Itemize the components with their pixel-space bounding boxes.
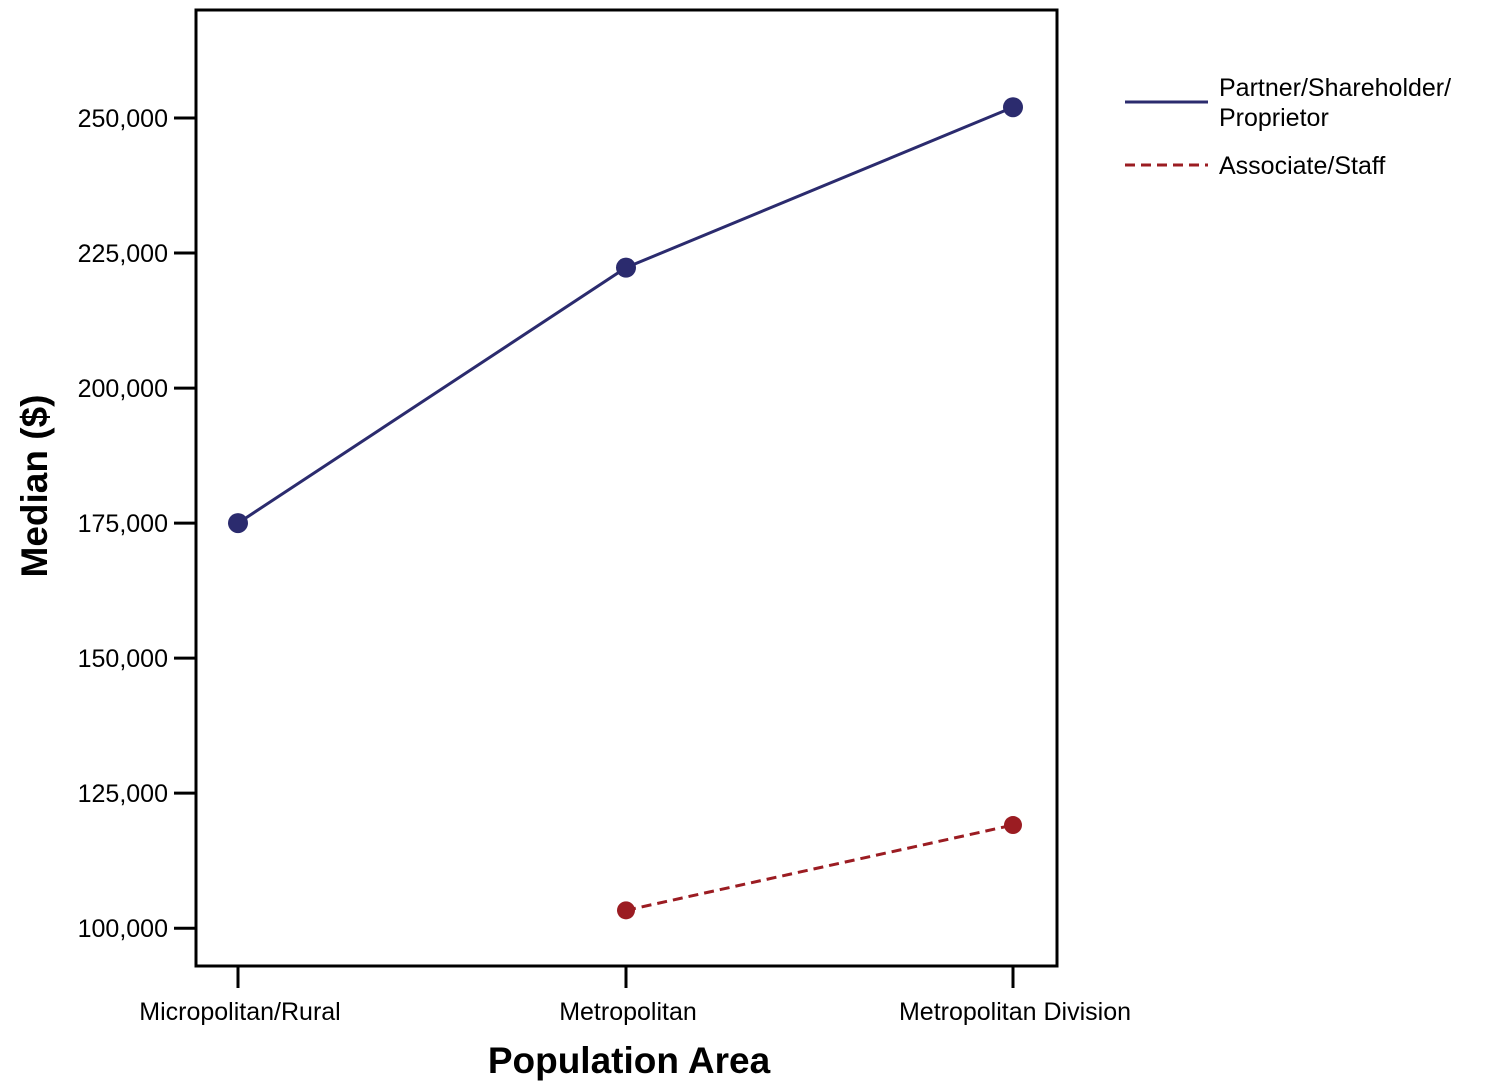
series-layer [228, 97, 1023, 920]
data-point [616, 257, 636, 278]
y-tick-label: 200,000 [78, 375, 168, 403]
y-tick-label: 125,000 [78, 780, 168, 808]
y-tick-label: 100,000 [78, 915, 168, 943]
legend-label: Proprietor [1219, 104, 1329, 132]
y-axis-title: Median ($) [14, 395, 55, 578]
data-point [228, 513, 248, 534]
legend: Partner/Shareholder/Proprietor Associate/… [1125, 74, 1451, 180]
series-1 [228, 97, 1023, 534]
series-line [237, 105, 1014, 525]
y-tick-label: 225,000 [78, 240, 168, 268]
data-point [1003, 97, 1023, 118]
axis-titles: Population Area Median ($) [14, 395, 771, 1081]
legend-label: Partner/Shareholder/ [1219, 74, 1451, 102]
axes-layer: 100,000 125,000 150,000 175,000 200,000 225,0… [78, 8, 1131, 1026]
legend-entry: Associate/Staff [1125, 152, 1385, 180]
x-tick-label: Metropolitan Division [899, 998, 1131, 1026]
y-tick-label: 175,000 [78, 510, 168, 538]
legend-label: Associate/Staff [1219, 152, 1385, 180]
series-2 [617, 816, 1022, 920]
legend-entry: Partner/Shareholder/Proprietor [1125, 74, 1451, 132]
y-tick-label: 150,000 [78, 645, 168, 673]
x-tick-label: Micropolitan/Rural [139, 998, 340, 1026]
data-point [1004, 816, 1022, 835]
x-tick-label: Metropolitan [559, 998, 697, 1026]
data-point [617, 901, 635, 920]
plot-frame [194, 8, 1059, 968]
series-line [625, 823, 1014, 912]
y-tick-label: 250,000 [78, 105, 168, 133]
x-axis-title: Population Area [488, 1040, 771, 1081]
